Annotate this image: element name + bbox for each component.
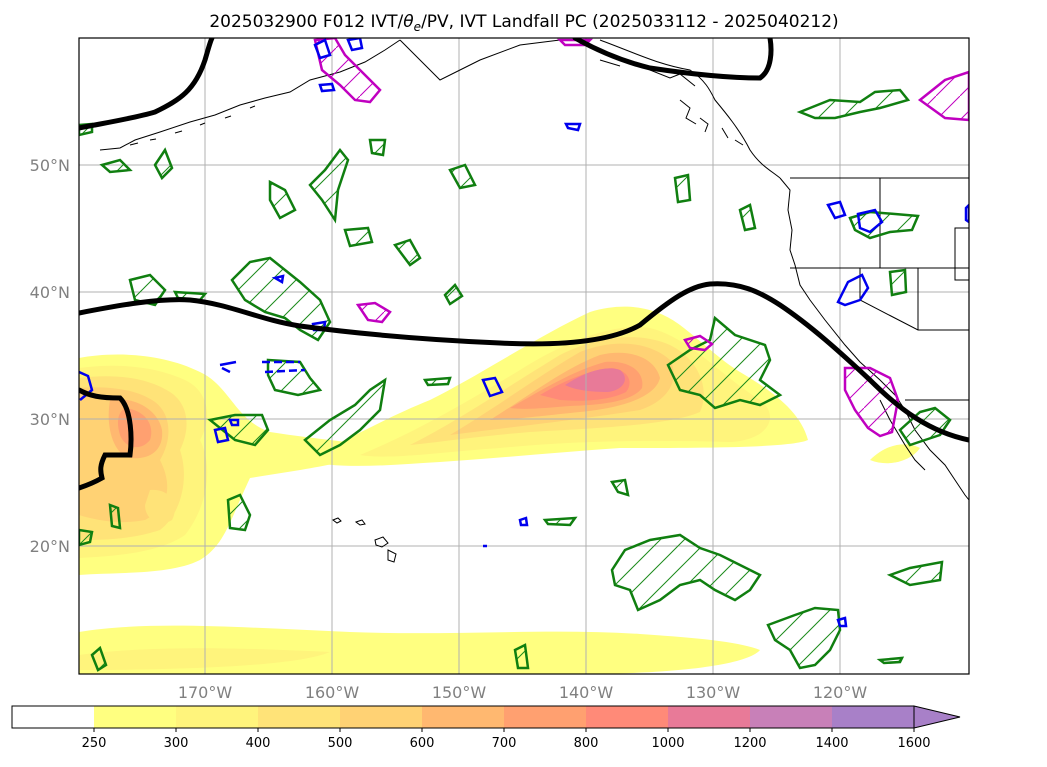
lon-label: 160°W (305, 683, 360, 702)
lat-label: 40°N (30, 283, 70, 302)
pv-negative-contours (79, 38, 969, 628)
colorbar-tick-label: 1200 (733, 736, 766, 751)
colorbar-swatch (340, 706, 422, 728)
colorbar-tick-label: 600 (410, 736, 435, 751)
lat-label: 30°N (30, 410, 70, 429)
map-panel (79, 38, 969, 674)
colorbar-swatch (504, 706, 586, 728)
lon-label: 120°W (813, 683, 868, 702)
colorbar-swatch (258, 706, 340, 728)
longitude-labels: 170°W 160°W 150°W 140°W 130°W 120°W (178, 683, 868, 702)
lon-label: 130°W (686, 683, 741, 702)
colorbar-extend-arrow (913, 705, 961, 729)
colorbar-tick-label: 1000 (651, 736, 684, 751)
colorbar-swatch (94, 706, 176, 728)
colorbar-tick-label: 500 (328, 736, 353, 751)
lon-label: 140°W (559, 683, 614, 702)
landfall-contours (313, 38, 969, 438)
colorbar-tick-label: 1600 (897, 736, 930, 751)
colorbar-tick-label: 400 (246, 736, 271, 751)
pv-positive-contours (79, 88, 952, 672)
map-frame (78, 37, 970, 675)
colorbar: 250 300 400 500 600 700 800 1000 1200 1400 1600 (11, 705, 961, 751)
colorbar-swatch (176, 706, 258, 728)
colorbar-tick-label: 300 (164, 736, 189, 751)
lon-label: 170°W (178, 683, 233, 702)
colorbar-swatch (750, 706, 832, 728)
lat-label: 20°N (30, 537, 70, 556)
colorbar-tick-label: 1400 (815, 736, 848, 751)
colorbar-tick-label: 700 (492, 736, 517, 751)
lon-label: 150°W (432, 683, 487, 702)
colorbar-tick-label: 800 (574, 736, 599, 751)
colorbar-frame (11, 705, 914, 729)
colorbar-swatch (586, 706, 668, 728)
colorbar-swatch (832, 706, 914, 728)
colorbar-tick-label: 250 (82, 736, 107, 751)
coastlines (99, 39, 969, 563)
chart-title: 2025032900 F012 IVT/θe/PV, IVT Landfall … (209, 12, 838, 34)
theta-e-contours (79, 38, 969, 491)
lat-label: 50°N (30, 156, 70, 175)
colorbar-swatch (668, 706, 750, 728)
colorbar-swatch (12, 706, 94, 728)
colorbar-swatch (422, 706, 504, 728)
latitude-labels: 50°N 40°N 30°N 20°N (30, 156, 70, 556)
